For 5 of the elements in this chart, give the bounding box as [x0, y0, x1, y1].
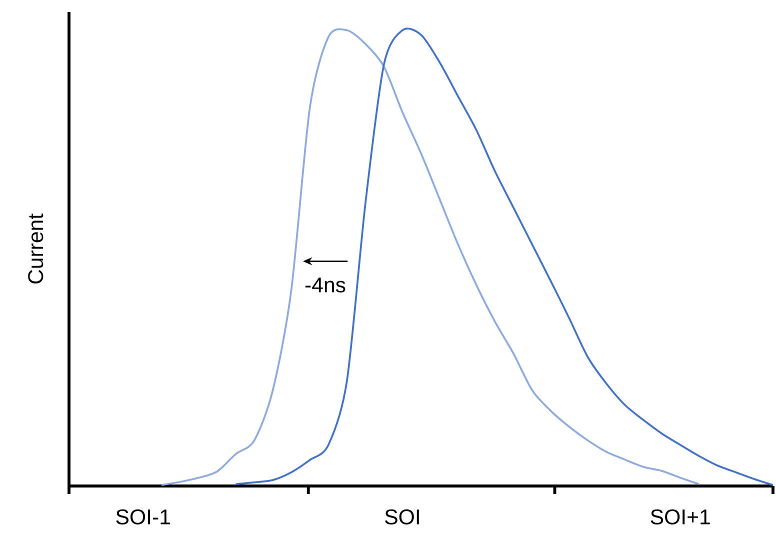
annotation: -4ns: [305, 278, 346, 292]
y-axis-title: Current: [28, 214, 44, 284]
x-tick-label: SOI: [385, 509, 419, 524]
x-tick-label: SOI+1: [650, 509, 710, 524]
x-tick-label: SOI-1: [116, 509, 170, 524]
